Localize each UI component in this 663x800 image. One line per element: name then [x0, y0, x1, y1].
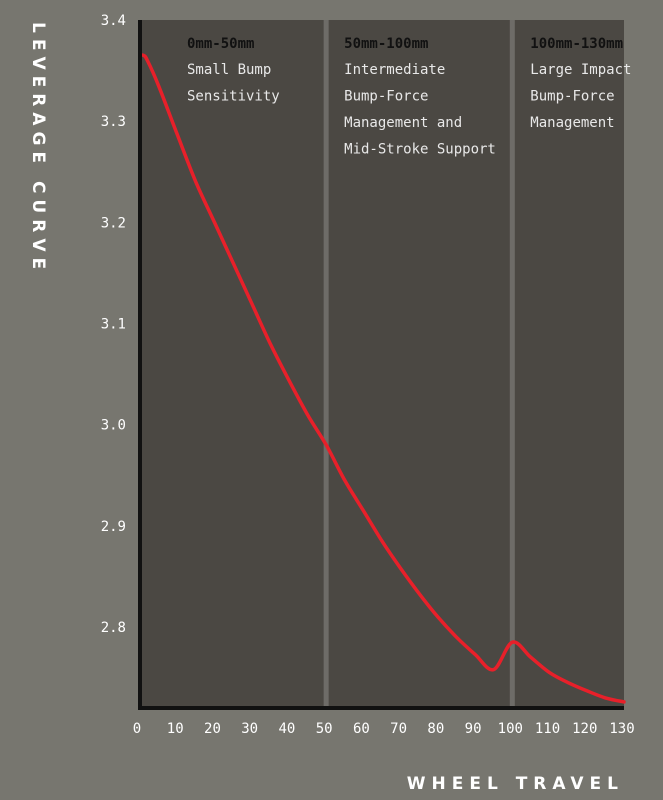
- y-tick-label: 3.1: [101, 317, 126, 333]
- zone-title: 50mm-100mm: [344, 36, 428, 52]
- zone-description-line: Large Impact: [530, 62, 631, 78]
- y-tick-label: 3.0: [101, 418, 126, 434]
- x-tick-label: 70: [390, 721, 407, 737]
- x-tick-label: 20: [204, 721, 221, 737]
- zone-description-line: Mid-Stroke Support: [344, 142, 496, 158]
- plot-area: [140, 20, 624, 708]
- x-tick-label: 40: [278, 721, 295, 737]
- x-tick-label: 30: [241, 721, 258, 737]
- zone-description-line: Management: [530, 115, 614, 131]
- x-tick-label: 0: [133, 721, 141, 737]
- zone-description-line: Management and: [344, 115, 462, 131]
- x-tick-label: 110: [535, 721, 560, 737]
- x-tick-label: 90: [465, 721, 482, 737]
- zone-description-line: Bump-Force: [530, 89, 614, 105]
- y-axis-title: LEVERAGE CURVE: [28, 22, 48, 275]
- zone-title: 0mm-50mm: [187, 36, 254, 52]
- x-axis-title: WHEEL TRAVEL: [407, 774, 624, 794]
- leverage-curve-line: [138, 53, 626, 704]
- y-tick-label: 2.8: [101, 620, 126, 636]
- zone-title: 100mm-130mm: [530, 36, 623, 52]
- zone-description-line: Small Bump: [187, 62, 271, 78]
- y-tick-label: 3.3: [101, 114, 126, 130]
- zone-divider: [509, 20, 515, 708]
- x-tick-label: 60: [353, 721, 370, 737]
- x-tick-label: 50: [316, 721, 333, 737]
- zone-description-line: Bump-Force: [344, 89, 428, 105]
- zone-divider: [323, 20, 329, 708]
- y-tick-label: 2.9: [101, 519, 126, 535]
- x-tick-label: 130: [609, 721, 634, 737]
- y-tick-label: 3.2: [101, 215, 126, 231]
- zone-description-line: Intermediate: [344, 62, 445, 78]
- x-tick-label: 80: [427, 721, 444, 737]
- zone-description-line: Sensitivity: [187, 89, 280, 105]
- x-tick-label: 120: [572, 721, 597, 737]
- y-tick-label: 3.4: [101, 13, 126, 29]
- x-tick-label: 100: [498, 721, 523, 737]
- x-tick-label: 10: [167, 721, 184, 737]
